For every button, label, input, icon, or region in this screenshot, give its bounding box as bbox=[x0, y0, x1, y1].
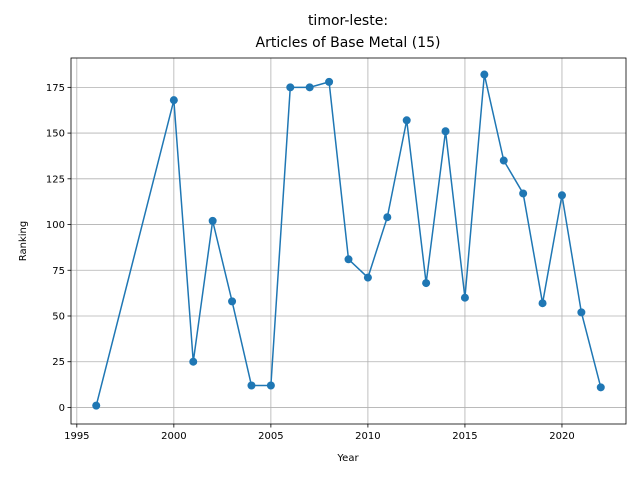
data-point bbox=[402, 116, 411, 125]
chart-title-line2: Articles of Base Metal (15) bbox=[256, 35, 441, 51]
series-line bbox=[95, 74, 602, 406]
data-point bbox=[538, 299, 547, 308]
data-point bbox=[208, 216, 217, 225]
data-point bbox=[266, 381, 275, 390]
data-point bbox=[92, 401, 101, 410]
data-point bbox=[247, 381, 256, 390]
x-tick-label: 2010 bbox=[355, 431, 380, 442]
data-point bbox=[557, 191, 566, 200]
data-point bbox=[519, 189, 528, 198]
data-point bbox=[441, 127, 450, 136]
x-tick-label: 2020 bbox=[549, 431, 574, 442]
y-axis: 0 25 50 75 100 125 150 175 bbox=[46, 83, 71, 414]
y-tick-label: 175 bbox=[46, 83, 65, 94]
plot-area-frame bbox=[70, 57, 627, 425]
y-tick-label: 75 bbox=[52, 266, 65, 277]
y-tick-label: 25 bbox=[52, 357, 65, 368]
x-axis-label: Year bbox=[336, 453, 359, 464]
y-tick-label: 0 bbox=[59, 403, 65, 414]
x-tick-label: 1995 bbox=[64, 431, 89, 442]
data-point bbox=[480, 70, 489, 79]
data-point bbox=[169, 96, 178, 105]
data-point bbox=[325, 77, 334, 86]
x-tick-label: 2005 bbox=[258, 431, 283, 442]
x-tick-label: 2015 bbox=[452, 431, 477, 442]
data-point bbox=[499, 156, 508, 165]
data-point bbox=[344, 255, 353, 264]
data-point bbox=[577, 308, 586, 317]
data-point bbox=[363, 273, 372, 282]
y-tick-label: 100 bbox=[46, 220, 65, 231]
data-point bbox=[286, 83, 295, 92]
y-tick-label: 125 bbox=[46, 174, 65, 185]
data-point bbox=[460, 293, 469, 302]
y-tick-label: 50 bbox=[52, 311, 65, 322]
y-axis-label: Ranking bbox=[18, 221, 29, 261]
data-point bbox=[228, 297, 237, 306]
y-tick-label: 150 bbox=[46, 129, 65, 140]
grid bbox=[71, 58, 626, 424]
data-point bbox=[422, 279, 431, 288]
data-point bbox=[305, 83, 314, 92]
series-layer bbox=[92, 70, 605, 410]
x-tick-label: 2000 bbox=[161, 431, 186, 442]
data-point bbox=[189, 357, 198, 366]
data-point bbox=[596, 383, 605, 392]
data-point bbox=[383, 213, 392, 222]
x-axis: 1995 2000 2005 2010 2015 2020 bbox=[64, 424, 575, 442]
chart-title-line1: timor-leste: bbox=[308, 13, 388, 29]
